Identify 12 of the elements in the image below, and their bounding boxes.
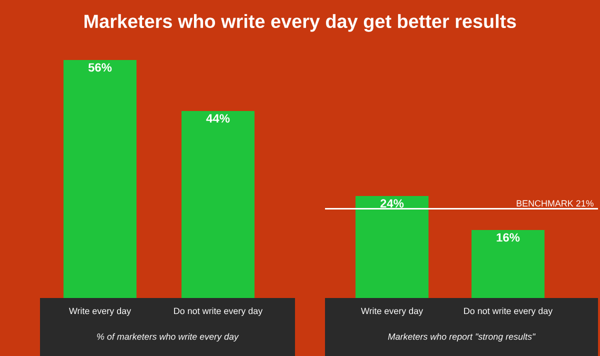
x-axis-title: Marketers who report "strong results" — [388, 333, 536, 342]
ref-line-label: BENCHMARK 21% — [516, 200, 594, 207]
x-tick-label: Write every day — [68, 308, 132, 316]
chart-title: Marketers who write every day get better results — [84, 14, 516, 32]
data-label: 44% — [206, 114, 230, 123]
x-axis-title: % of marketers who write every day — [97, 333, 239, 342]
x-tick-label: Do not write every day — [174, 308, 263, 316]
x-tick-label: Write every day — [360, 308, 424, 316]
data-label: 24% — [380, 199, 404, 208]
x-tick-label: Do not write every day — [464, 308, 553, 316]
data-label: 56% — [88, 63, 112, 72]
data-label: 16% — [496, 233, 520, 242]
